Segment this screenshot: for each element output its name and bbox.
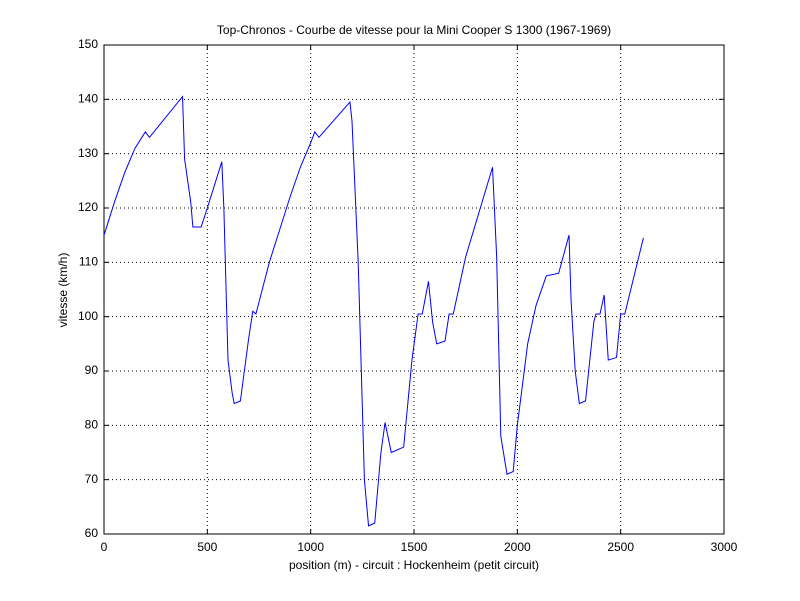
x-tick-label: 0: [101, 540, 108, 554]
y-tick-label: 140: [78, 92, 98, 106]
y-tick-label: 90: [85, 363, 99, 377]
y-tick-label: 60: [85, 526, 99, 540]
plot-frame: [103, 44, 725, 535]
speed-line: [103, 95, 644, 527]
x-tick-label: 3000: [711, 540, 738, 554]
x-axis-label: position (m) - circuit : Hockenheim (pet…: [289, 558, 539, 572]
y-tick-label: 80: [85, 418, 99, 432]
x-tick-label: 1000: [297, 540, 324, 554]
x-tick-label: 1500: [401, 540, 428, 554]
y-axis-label: vitesse (km/h): [56, 253, 70, 328]
x-tick-label: 2000: [504, 540, 531, 554]
y-tick-label: 110: [79, 255, 98, 269]
y-tick-label: 120: [78, 200, 98, 214]
chart-title: Top-Chronos - Courbe de vitesse pour la …: [217, 23, 611, 37]
x-tick-label: 500: [197, 540, 217, 554]
y-tick-label: 100: [78, 309, 98, 323]
x-tick-label: 2500: [607, 540, 634, 554]
y-tick-label: 70: [85, 472, 99, 486]
y-tick-label: 150: [78, 37, 98, 51]
y-tick-label: 130: [78, 146, 98, 160]
